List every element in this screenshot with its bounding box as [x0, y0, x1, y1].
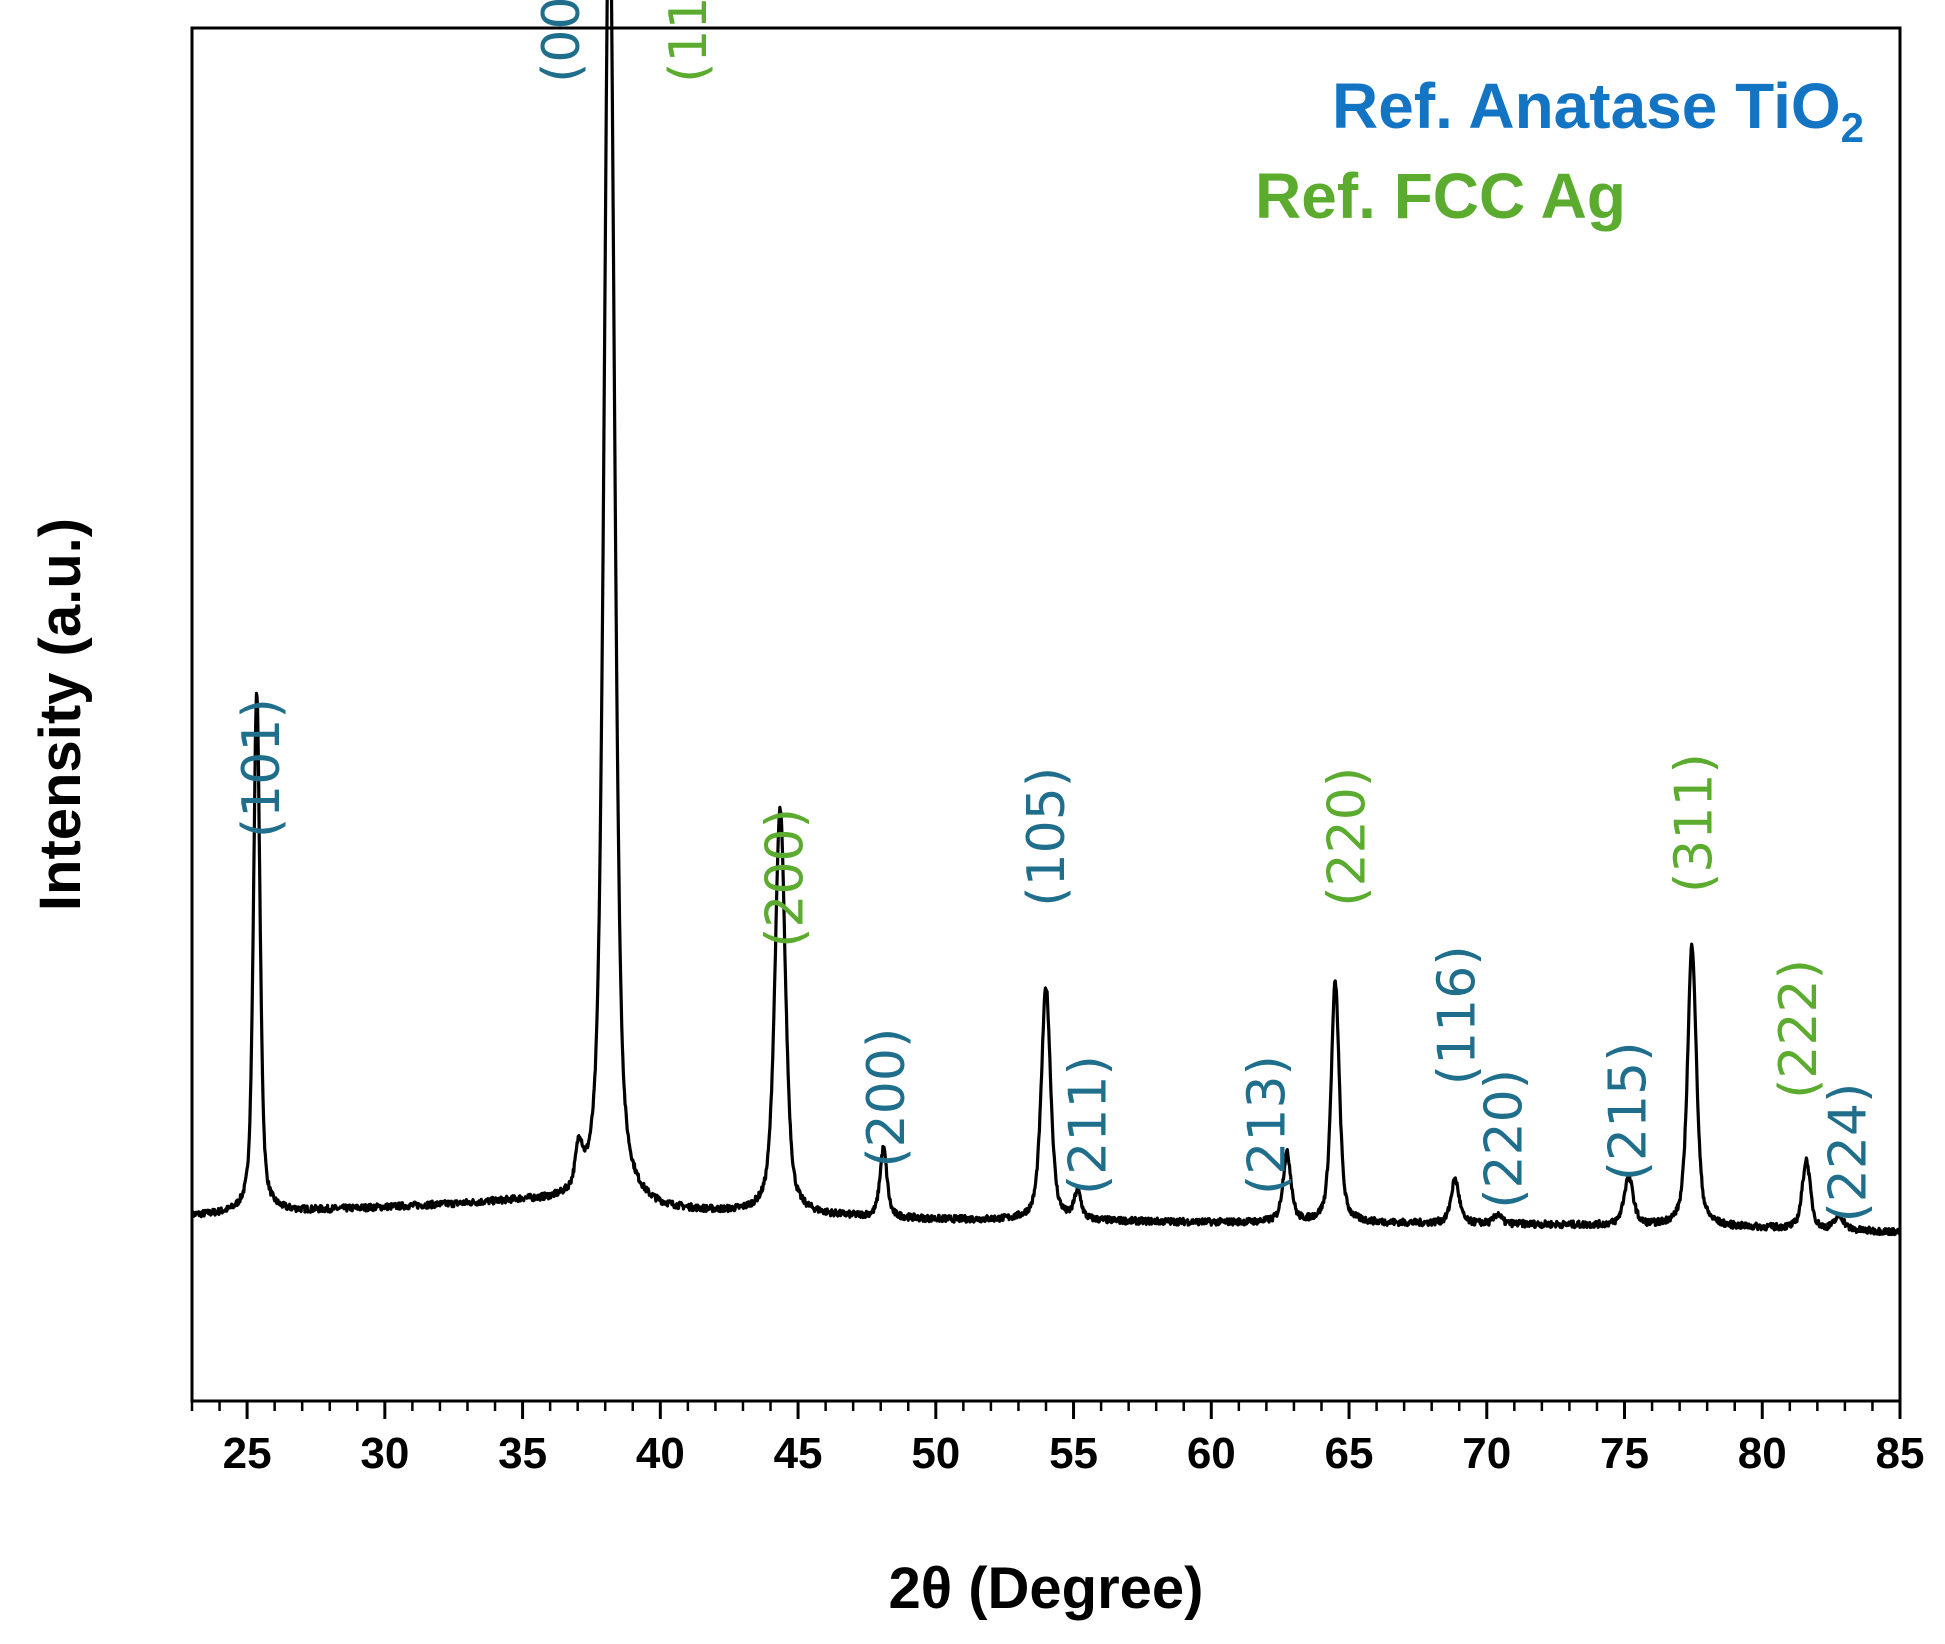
peak-label-anatase: (224) — [1819, 1083, 1879, 1223]
peak-label-anatase: (215) — [1598, 1041, 1658, 1181]
legend-anatase-subscript: 2 — [1841, 104, 1864, 151]
x-tick-label: 50 — [911, 1429, 960, 1478]
x-tick-label: 80 — [1738, 1429, 1787, 1478]
peak-label-ag: (222) — [1769, 959, 1829, 1099]
peak-label-anatase: (211) — [1058, 1055, 1118, 1195]
peak-label-anatase: (101) — [232, 698, 292, 838]
plot-frame — [190, 26, 1902, 1403]
x-axis-ticks: 25 30 35 40 45 50 55 60 65 70 75 80 85 — [190, 1401, 1925, 1478]
x-tick-label: 70 — [1462, 1429, 1511, 1478]
legend-anatase-label: Ref. Anatase TiO — [1332, 70, 1841, 142]
peak-label-anatase: (200) — [857, 1028, 917, 1168]
peak-label-ag: (200) — [755, 808, 815, 948]
peak-label-anatase: (220) — [1474, 1069, 1534, 1209]
x-tick-label: 45 — [774, 1429, 823, 1478]
x-tick-label: 40 — [636, 1429, 685, 1478]
y-axis-title: Intensity (a.u.) — [28, 518, 93, 911]
x-tick-label: 30 — [360, 1429, 409, 1478]
x-tick-label: 60 — [1187, 1429, 1236, 1478]
x-tick-label: 75 — [1600, 1429, 1649, 1478]
x-tick-label: 35 — [498, 1429, 547, 1478]
xrd-trace — [190, 0, 1902, 1237]
peak-label-anatase: (004) — [532, 0, 592, 83]
plot-area — [190, 0, 1902, 1237]
peak-label-ag: (111) — [659, 0, 719, 83]
legend-anatase: Ref. Anatase TiO2 — [1332, 70, 1864, 151]
x-axis-title: 2θ (Degree) — [888, 1556, 1203, 1621]
x-tick-label: 85 — [1876, 1429, 1925, 1478]
x-tick-label: 65 — [1325, 1429, 1374, 1478]
legend-ag: Ref. FCC Ag — [1255, 160, 1626, 232]
legend-ag-label: Ref. FCC Ag — [1255, 160, 1626, 232]
peak-label-ag: (220) — [1317, 767, 1377, 907]
peak-label-anatase: (105) — [1017, 767, 1077, 907]
x-tick-label: 55 — [1049, 1429, 1098, 1478]
peak-label-anatase: (116) — [1428, 945, 1488, 1085]
peak-annotations: (101) (004) (111) (200) (200) (105) (211) (213)… — [232, 0, 1879, 1223]
peak-label-ag: (311) — [1664, 753, 1724, 893]
peak-label-anatase: (213) — [1237, 1055, 1297, 1195]
legend: Ref. Anatase TiO2 Ref. FCC Ag — [1255, 70, 1864, 232]
x-tick-label: 25 — [223, 1429, 272, 1478]
